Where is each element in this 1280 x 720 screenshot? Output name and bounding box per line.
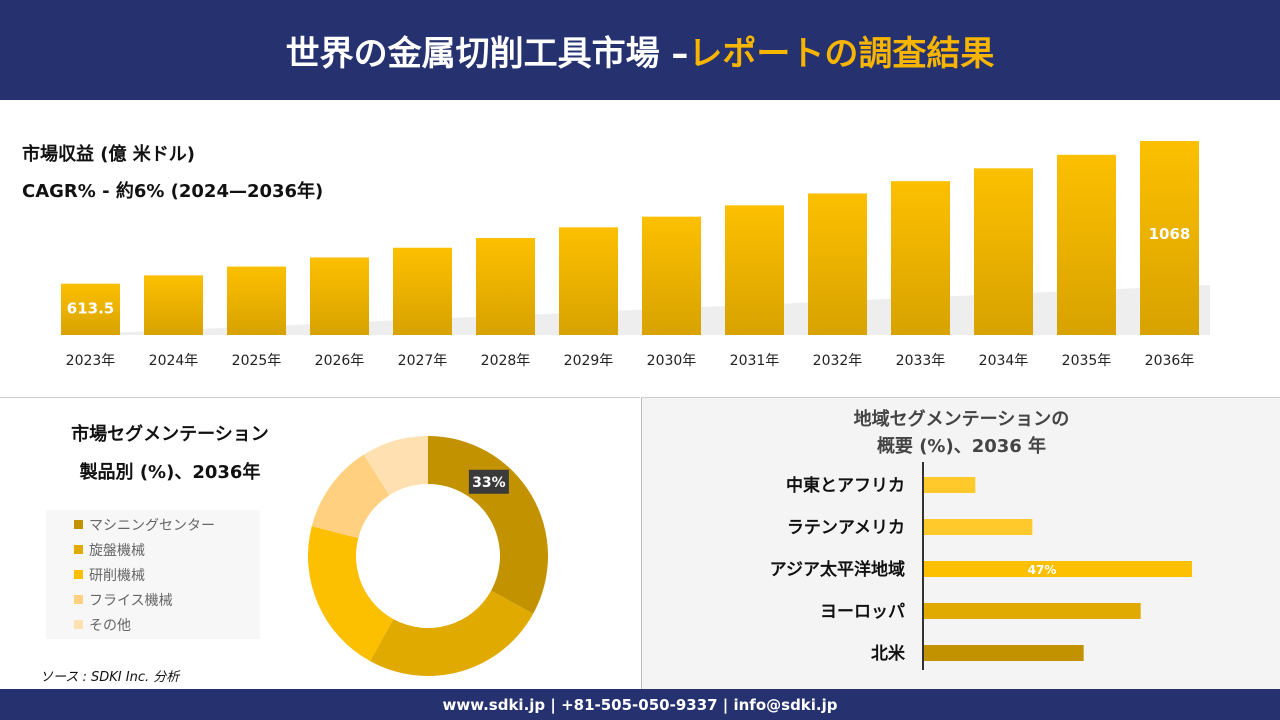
x-tick-label: 2036年 xyxy=(1145,353,1195,369)
legend-label: フライス機械 xyxy=(89,592,173,609)
bar-2023年 xyxy=(61,283,120,335)
header-banner: 世界の金属切削工具市場 – レポートの調査結果 xyxy=(0,0,1280,100)
x-tick-label: 2032年 xyxy=(813,353,863,369)
legend-item: その他 xyxy=(46,612,260,637)
x-tick-label: 2027年 xyxy=(398,353,448,369)
x-tick-label: 2024年 xyxy=(149,353,199,369)
region-bar xyxy=(924,519,1033,535)
region-label: ヨーロッパ xyxy=(820,602,905,622)
legend-item: マシニングセンター xyxy=(46,512,260,537)
region-bar xyxy=(924,645,1084,661)
x-tick-label: 2029年 xyxy=(564,353,614,369)
legend-label: 旋盤機械 xyxy=(89,542,145,559)
x-tick-label: 2023年 xyxy=(66,353,116,369)
region-label: 中東とアフリカ xyxy=(786,475,905,496)
legend-item: 研削機械 xyxy=(46,562,260,587)
legend-label: その他 xyxy=(89,617,131,634)
bar-2035年 xyxy=(1057,154,1116,335)
x-tick-label: 2031年 xyxy=(730,353,780,369)
slice-label-bg xyxy=(468,469,509,494)
donut-chart: 33% xyxy=(308,436,548,676)
x-tick-label: 2030年 xyxy=(647,353,697,369)
x-tick-label: 2035年 xyxy=(1062,353,1112,369)
donut-slice-1 xyxy=(370,590,534,676)
region-bar xyxy=(924,561,1192,577)
region-bar xyxy=(924,603,1141,619)
legend-label: マシニングセンター xyxy=(89,517,215,534)
x-tick-label: 2033年 xyxy=(896,353,946,369)
slice-data-label: 33% xyxy=(472,475,506,491)
region-segment-panel: 地域セグメンテーションの 概要 (%)、2036 年 中東とアフリカ ラテンアメリカ… xyxy=(641,397,1280,690)
product-seg-title-1: 市場セグメンテーション xyxy=(71,424,269,445)
legend-swatch xyxy=(74,545,83,554)
legend-item: 旋盤機械 xyxy=(46,537,260,562)
bar-2036年 xyxy=(1140,141,1199,335)
legend-swatch xyxy=(74,620,83,629)
region-label: 北米 xyxy=(871,643,906,664)
bar-2024年 xyxy=(144,275,203,335)
legend-swatch xyxy=(74,520,83,529)
bar-2027年 xyxy=(393,247,452,335)
bar-2033年 xyxy=(891,181,950,335)
x-tick-label: 2026年 xyxy=(315,353,365,369)
region-label: アジア太平洋地域 xyxy=(770,559,905,580)
donut-slice-3 xyxy=(311,454,390,539)
bar-data-label: 1068 xyxy=(1149,225,1191,243)
title-main: 世界の金属切削工具市場 – xyxy=(285,33,689,74)
donut-slice-4 xyxy=(363,436,428,496)
bar-2032年 xyxy=(808,193,867,335)
legend-swatch xyxy=(74,570,83,579)
bar-2026年 xyxy=(310,257,369,335)
source-note: ソース : SDKI Inc. 分析 xyxy=(40,670,180,685)
title-accent: レポートの調査結果 xyxy=(688,33,995,74)
revenue-bar-chart: 2023年 613.5 2024年 2025年 2026年 2027年 2028年 2029年… xyxy=(60,141,1210,369)
bar-data-label: 613.5 xyxy=(67,300,114,318)
cagr-label: CAGR% - 約6% (2024—2036年) xyxy=(22,181,324,202)
donut-slice-0 xyxy=(428,436,548,614)
bar-2031年 xyxy=(725,205,784,335)
x-tick-label: 2034年 xyxy=(979,353,1029,369)
legend-label: 研削機械 xyxy=(89,567,145,584)
legend-item: フライス機械 xyxy=(46,587,260,612)
bar-2029年 xyxy=(559,227,618,335)
legend-swatch xyxy=(74,595,83,604)
product-seg-title-2: 製品別 (%)、2036年 xyxy=(79,462,261,483)
bar-2034年 xyxy=(974,168,1033,335)
bar-2025年 xyxy=(227,266,286,335)
bar-2030年 xyxy=(642,216,701,335)
donut-slice-2 xyxy=(308,526,394,662)
footer-contact: www.sdki.jp | +81-505-050-9337 | info@sd… xyxy=(0,689,1280,720)
region-bar xyxy=(924,477,976,493)
x-tick-label: 2025年 xyxy=(232,353,282,369)
revenue-label: 市場収益 (億 米ドル) xyxy=(22,144,195,165)
region-data-label: 47% xyxy=(1028,563,1057,577)
donut-legend: マシニングセンター 旋盤機械研削機械フライス機械 その他 xyxy=(46,510,260,639)
x-tick-label: 2028年 xyxy=(481,353,531,369)
region-label: ラテンアメリカ xyxy=(787,518,905,538)
product-segment-panel: 市場セグメンテーション 製品別 (%)、2036年 マシニングセンター 旋盤機械研… xyxy=(0,397,640,690)
region-title: 地域セグメンテーションの 概要 (%)、2036 年 xyxy=(853,409,1070,457)
bar-2028年 xyxy=(476,238,535,335)
